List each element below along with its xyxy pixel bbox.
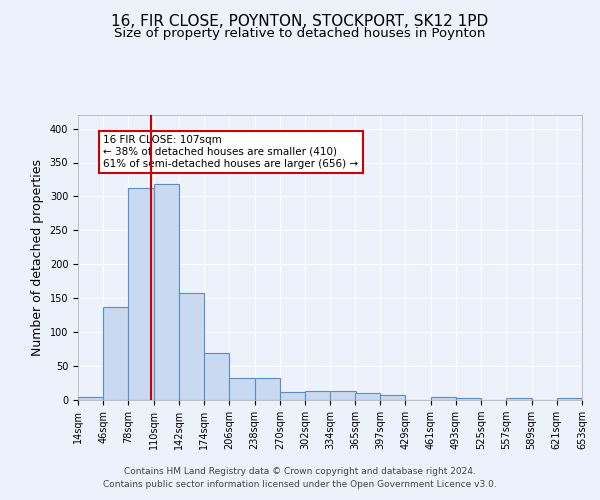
Bar (355, 393, 380, 400)
Text: 16, FIR CLOSE, POYNTON, STOCKPORT, SK12 1PD: 16, FIR CLOSE, POYNTON, STOCKPORT, SK12 … (112, 14, 488, 29)
Bar (204, 352, 229, 400)
Bar (305, 390, 331, 400)
Text: 16 FIR CLOSE: 107sqm
← 38% of detached houses are smaller (410)
61% of semi-deta: 16 FIR CLOSE: 107sqm ← 38% of detached h… (103, 136, 358, 168)
Bar (179, 294, 204, 400)
Bar (280, 392, 305, 400)
Bar (380, 395, 406, 400)
Text: Contains HM Land Registry data © Crown copyright and database right 2024.: Contains HM Land Registry data © Crown c… (124, 467, 476, 476)
Bar (128, 188, 154, 400)
Bar (229, 378, 254, 400)
Text: Size of property relative to detached houses in Poynton: Size of property relative to detached ho… (115, 28, 485, 40)
Y-axis label: Number of detached properties: Number of detached properties (31, 159, 44, 356)
Text: Contains public sector information licensed under the Open Government Licence v3: Contains public sector information licen… (103, 480, 497, 489)
Bar (456, 398, 481, 400)
Bar (506, 398, 532, 400)
Bar (103, 307, 128, 400)
Bar (78, 396, 103, 400)
Bar (557, 398, 582, 400)
Bar (254, 378, 280, 400)
Bar (431, 398, 456, 400)
Bar (331, 390, 356, 400)
Bar (154, 184, 179, 400)
